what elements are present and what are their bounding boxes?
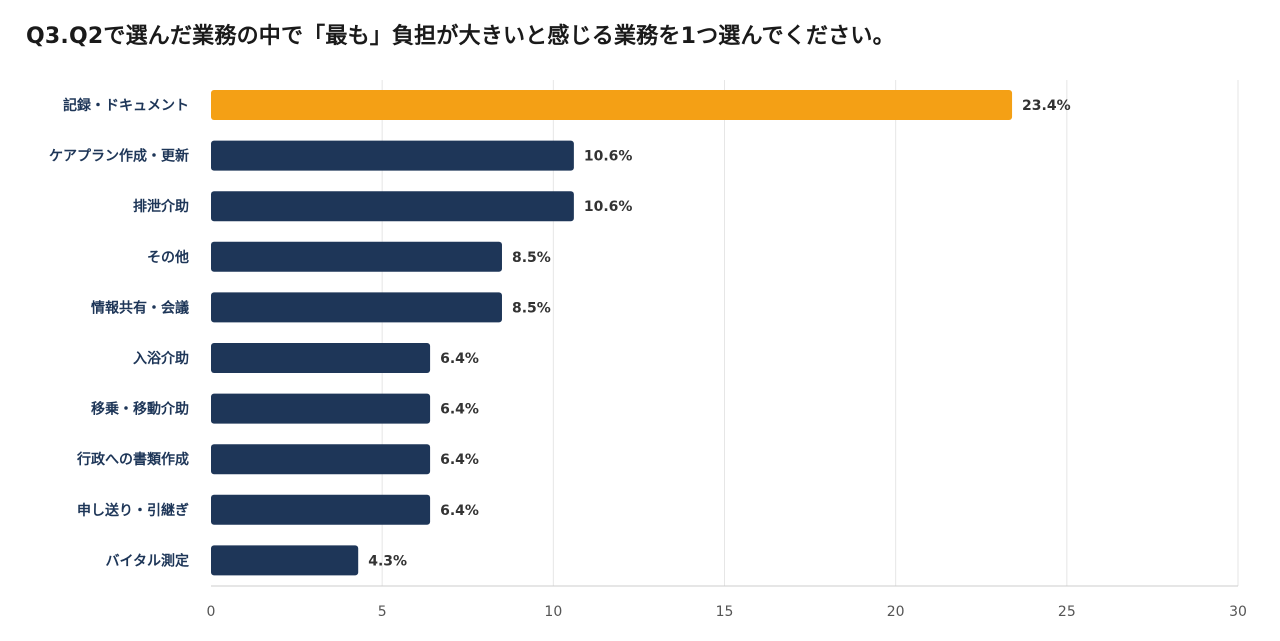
x-tick-label: 30 xyxy=(1229,604,1247,620)
bar xyxy=(211,545,359,576)
value-label: 6.4% xyxy=(440,452,479,468)
category-label: ケアプラン作成・更新 xyxy=(49,148,189,165)
bar xyxy=(211,292,502,323)
bar xyxy=(211,191,574,222)
x-tick-label: 10 xyxy=(544,604,562,620)
bar xyxy=(211,494,431,525)
value-label: 8.5% xyxy=(512,250,551,266)
category-label: 排泄介助 xyxy=(133,198,189,215)
category-label: 入浴介助 xyxy=(133,350,189,367)
tick-layer: 0 5 10 15 20 25 30 xyxy=(207,604,1247,620)
category-label: バイタル測定 xyxy=(106,552,189,569)
category-label: 記録・ドキュメント xyxy=(63,97,189,114)
category-label: その他 xyxy=(147,249,189,266)
value-label: 23.4% xyxy=(1022,98,1071,114)
bar xyxy=(211,241,502,272)
value-label: 6.4% xyxy=(440,503,479,519)
x-tick-label: 0 xyxy=(207,604,216,620)
value-label: 4.3% xyxy=(368,553,407,569)
bar xyxy=(211,343,431,373)
bar xyxy=(211,140,574,171)
value-label: 6.4% xyxy=(440,351,479,367)
category-label: 申し送り・引継ぎ xyxy=(77,502,189,519)
label-layer: 記録・ドキュメント 23.4% ケアプラン作成・更新 10.6% 排泄介助 10.6% その… xyxy=(49,97,1071,569)
bar xyxy=(211,393,431,424)
bar xyxy=(211,444,431,475)
x-tick-label: 15 xyxy=(716,604,734,620)
category-label: 情報共有・会議 xyxy=(91,299,189,316)
value-label: 10.6% xyxy=(584,199,633,215)
x-tick-label: 20 xyxy=(887,604,905,620)
value-label: 10.6% xyxy=(584,149,633,165)
value-label: 6.4% xyxy=(440,402,479,418)
category-label: 移乗・移動介助 xyxy=(91,401,189,418)
bar xyxy=(211,90,1013,120)
x-tick-label: 5 xyxy=(378,604,387,620)
bar-layer xyxy=(211,90,1013,576)
x-tick-label: 25 xyxy=(1058,604,1076,620)
chart-title: Q3.Q2で選んだ業務の中で「最も」負担が大きいと感じる業務を1つ選んでください… xyxy=(26,24,895,49)
value-label: 8.5% xyxy=(512,300,551,316)
category-label: 行政への書類作成 xyxy=(76,451,189,468)
